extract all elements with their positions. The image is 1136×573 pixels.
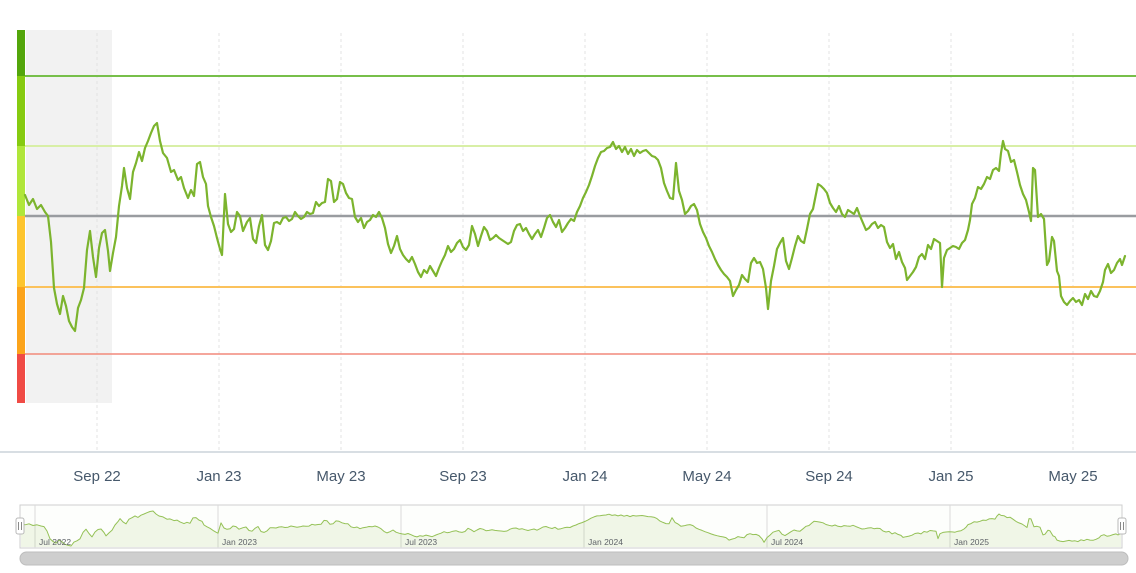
navigator-tick-label: Jul 2022 <box>39 537 71 547</box>
navigator-tick-label: Jul 2024 <box>771 537 803 547</box>
navigator-area-fill <box>21 511 1121 547</box>
x-axis-label: Jan 25 <box>928 468 973 485</box>
navigator-tick-label: Jan 2023 <box>222 537 257 547</box>
navigator-series-line <box>20 510 1122 547</box>
value-scale-segment-0 <box>17 30 25 76</box>
x-axis-label: May 24 <box>682 468 731 485</box>
x-axis-label: Jan 23 <box>196 468 241 485</box>
x-axis-label: Sep 24 <box>805 468 853 485</box>
x-axis-label: Jan 24 <box>562 468 607 485</box>
navigator-tick-label: Jan 2025 <box>954 537 989 547</box>
x-axis-label: Sep 23 <box>439 468 487 485</box>
price-series-line <box>23 121 1127 333</box>
navigator-handle-left[interactable] <box>15 517 25 535</box>
scrollbar-thumb[interactable] <box>19 551 1129 566</box>
x-axis-label: May 25 <box>1048 468 1097 485</box>
value-scale-segment-1 <box>17 76 25 146</box>
x-axis-label: May 23 <box>316 468 365 485</box>
value-scale-segment-5 <box>17 354 25 403</box>
x-axis-label: Sep 22 <box>73 468 121 485</box>
value-scale-segment-4 <box>17 287 25 354</box>
navigator-handle-right[interactable] <box>1117 517 1127 535</box>
navigator-tick-label: Jul 2023 <box>405 537 437 547</box>
navigator-tick-label: Jan 2024 <box>588 537 623 547</box>
plot-area[interactable] <box>25 30 1125 403</box>
value-scale-segment-2 <box>17 146 25 216</box>
value-scale-segment-3 <box>17 216 25 287</box>
